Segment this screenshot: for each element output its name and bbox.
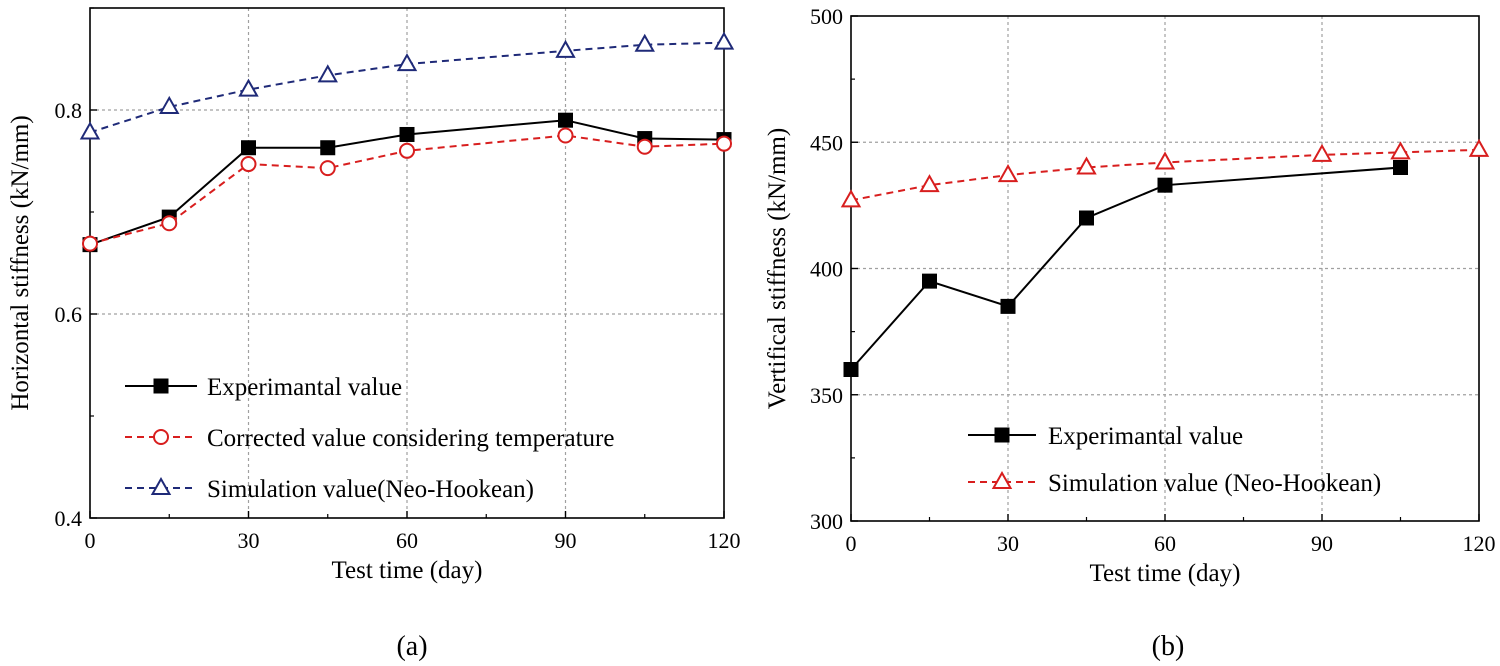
gridlines [851, 16, 1479, 521]
series-line [89, 134, 725, 245]
x-tick-label: 0 [85, 528, 96, 553]
data-point [79, 121, 101, 140]
data-point [240, 156, 257, 173]
data-point [1311, 143, 1333, 162]
x-tick-label: 60 [1154, 531, 1176, 556]
data-point [1079, 210, 1094, 226]
panel-label: (b) [1152, 631, 1185, 662]
data-point [82, 235, 98, 252]
y-tick-label: 450 [810, 130, 843, 155]
panel-label: (a) [396, 631, 427, 662]
legend-entry-label: Simulation value (Neo-Hookean) [1048, 470, 1381, 497]
data-point [716, 135, 732, 152]
series-line [89, 41, 725, 134]
data-point [399, 126, 415, 142]
data-point [713, 31, 735, 50]
legend-marker [153, 378, 169, 394]
data-point [558, 112, 573, 128]
data-point [1154, 151, 1176, 170]
x-axis-title: Test time (day) [332, 557, 483, 584]
y-axis-title: Vertifical stiffness (kN/mm) [764, 128, 791, 409]
data-point [843, 362, 859, 377]
legend-marker [153, 429, 169, 445]
y-tick-label: 500 [810, 4, 843, 29]
series-1 [840, 138, 1490, 208]
legend-entry-label: Corrected value considering temperature [207, 425, 614, 452]
series-line [850, 148, 1480, 202]
legend: Experimantal value Corrected value consid… [125, 374, 614, 503]
data-point [320, 140, 336, 156]
data-point [634, 33, 655, 52]
data-point [1393, 160, 1408, 175]
legend-entry-label: Simulation value(Neo-Hookean) [207, 476, 534, 503]
x-tick-label: 120 [1463, 531, 1496, 556]
data-point [922, 273, 937, 289]
x-tick-label: 0 [846, 531, 857, 556]
legend: Experimantal value Simulation value (Neo-… [968, 423, 1381, 497]
data-point [319, 160, 336, 177]
y-tick-label: 300 [810, 509, 843, 534]
data-point [555, 39, 576, 58]
legend-marker [150, 476, 172, 495]
y-axis-title: Horizontal stiffness (kN/mm) [7, 115, 34, 410]
y-tick-label: 400 [810, 257, 843, 282]
panel-a-horizontal-stiffness-chart: 0 30 60 90 120 0.4 0.6 0.8 Test time (day) Horizo… [7, 7, 741, 662]
data-point [238, 78, 259, 97]
x-tick-label: 120 [708, 528, 741, 553]
data-point [399, 142, 415, 159]
x-tick-label: 30 [997, 531, 1019, 556]
series-line [850, 166, 1401, 371]
y-tick-label: 0.8 [55, 98, 83, 123]
data-point [1468, 138, 1490, 157]
y-tick-label: 0.6 [55, 302, 83, 327]
data-point [241, 140, 256, 156]
x-tick-label: 60 [396, 528, 418, 553]
x-tick-label: 90 [1311, 531, 1333, 556]
data-point [1157, 177, 1173, 193]
x-tick-label: 90 [555, 528, 577, 553]
series-line [89, 119, 725, 246]
series-1 [82, 127, 732, 252]
x-axis-title: Test time (day) [1090, 560, 1241, 587]
legend-entry-label: Experimantal value [207, 374, 402, 401]
legend-marker [994, 427, 1010, 443]
data-point [396, 53, 418, 72]
data-point [159, 95, 180, 114]
legend-marker [991, 470, 1013, 489]
data-point [317, 64, 338, 83]
series-2 [79, 31, 735, 140]
data-point [840, 189, 862, 208]
data-point [557, 127, 574, 144]
data-point [1390, 141, 1411, 160]
data-point [636, 138, 653, 155]
data-point [161, 215, 178, 232]
panel-b-vertical-stiffness-chart: 0 30 60 90 120 300 350 400 450 500 Test time (day)… [764, 4, 1496, 662]
y-tick-label: 0.4 [55, 506, 83, 531]
data-point [919, 174, 940, 193]
data-point [1076, 156, 1097, 175]
series-0 [843, 160, 1408, 377]
data-point [997, 164, 1019, 183]
legend-entry-label: Experimantal value [1048, 423, 1243, 450]
data-point [1000, 298, 1016, 314]
x-tick-label: 30 [238, 528, 260, 553]
y-tick-label: 350 [810, 383, 843, 408]
